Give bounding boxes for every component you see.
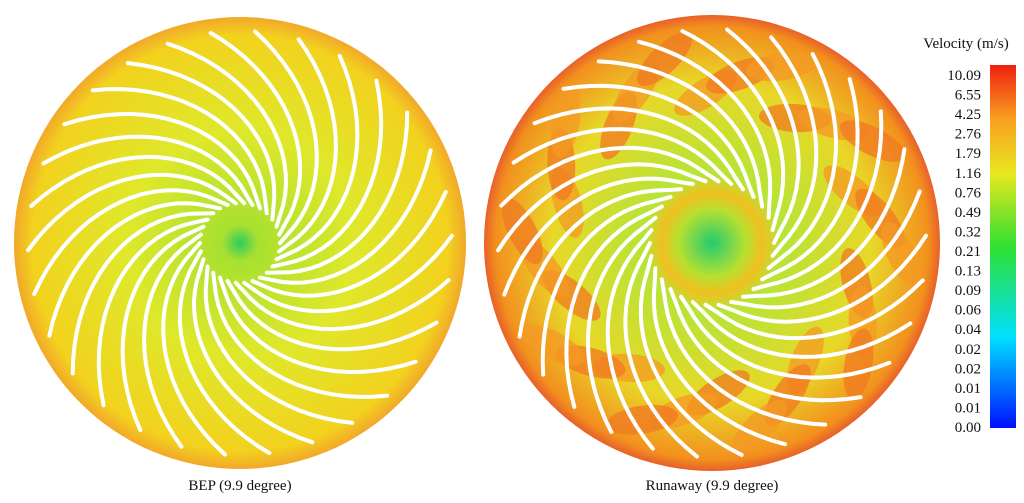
blade: [766, 52, 839, 271]
blade: [29, 154, 247, 208]
blade: [605, 228, 655, 451]
blade: [651, 266, 787, 447]
blade: [218, 275, 418, 375]
blade: [760, 77, 860, 282]
colorbar-label: 0.01: [955, 381, 981, 397]
bep-contour: [14, 17, 466, 469]
blade: [703, 278, 925, 341]
blade: [203, 264, 355, 425]
colorbar-label: 1.16: [955, 166, 982, 182]
hotspot: [502, 198, 543, 265]
blade: [585, 215, 658, 434]
blade: [716, 233, 928, 324]
blade: [125, 61, 277, 222]
blade: [668, 287, 863, 403]
blade: [264, 110, 410, 275]
blade: [277, 37, 338, 254]
blade: [511, 127, 734, 186]
colorbar-label: 0.02: [955, 342, 981, 358]
blade: [211, 270, 390, 399]
blade: [729, 189, 922, 310]
colorbar-label: 0.02: [955, 361, 981, 377]
colorbar-label: 0.06: [955, 303, 982, 319]
blade: [142, 232, 203, 449]
blade: [96, 217, 210, 408]
hotspot: [881, 221, 922, 288]
blade: [32, 188, 230, 297]
blade: [47, 201, 222, 338]
blade: [679, 294, 892, 380]
blade: [90, 87, 269, 216]
blade: [161, 241, 227, 457]
blade: [165, 41, 289, 229]
blade: [26, 172, 238, 253]
panel-caption: Runaway (9.9 degree): [646, 478, 779, 494]
blade: [659, 277, 828, 427]
blade: [741, 147, 907, 299]
blade: [532, 106, 745, 192]
colorbar-label: 0.32: [955, 224, 981, 240]
blade: [561, 83, 756, 199]
colorbar-label: 0.04: [955, 322, 982, 338]
blade: [637, 39, 773, 220]
blade: [517, 187, 683, 339]
blade: [270, 78, 384, 269]
hotspot: [731, 399, 787, 455]
colorbar-label: 4.25: [955, 107, 981, 123]
blade: [177, 249, 272, 455]
blade: [638, 253, 744, 457]
blade: [250, 189, 448, 298]
blade: [274, 53, 360, 262]
blade: [690, 300, 913, 359]
colorbar-label: 0.00: [955, 420, 981, 436]
colorbar-label: 0.09: [955, 283, 981, 299]
colorbar-label: 1.79: [955, 146, 981, 162]
colorbar-label: 0.49: [955, 205, 981, 221]
blade: [62, 111, 262, 211]
colorbar: [990, 65, 1016, 428]
blade: [502, 176, 695, 297]
blade: [769, 35, 819, 258]
colorbar-label: 2.76: [955, 127, 982, 143]
hotspot: [637, 31, 693, 87]
hotspot: [746, 51, 818, 82]
blade: [258, 148, 433, 285]
colorbar-label: 6.55: [955, 88, 981, 104]
blade: [233, 278, 451, 332]
colorbar-label: 0.76: [955, 185, 982, 201]
hotspot: [606, 404, 678, 435]
blade: [680, 29, 786, 233]
blade: [253, 29, 319, 245]
blade: [242, 233, 454, 314]
blade: [191, 257, 315, 445]
blade: [208, 31, 303, 237]
blade: [499, 145, 721, 208]
colorbar-label: 0.21: [955, 244, 981, 260]
blades: [26, 27, 928, 459]
blade: [120, 224, 206, 433]
blade: [725, 27, 801, 245]
blade: [496, 162, 708, 253]
blade: [225, 279, 439, 352]
blade: [596, 59, 765, 209]
colorbar-label: 10.09: [947, 68, 981, 84]
blade: [623, 241, 699, 459]
colorbar-label: 0.13: [955, 264, 981, 280]
colorbar-title: Velocity (m/s): [923, 36, 1008, 52]
colorbar-labels: 10.09 6.55 4.25 2.76 1.79 1.16 0.76 0.49 0.32 0.2…: [947, 68, 981, 436]
blade: [70, 211, 216, 376]
blade: [540, 194, 673, 377]
blade: [751, 109, 884, 292]
blade: [564, 204, 664, 409]
panel-caption: BEP (9.9 degree): [188, 478, 291, 494]
colorbar-label: 0.01: [955, 400, 981, 416]
blade: [41, 134, 255, 207]
